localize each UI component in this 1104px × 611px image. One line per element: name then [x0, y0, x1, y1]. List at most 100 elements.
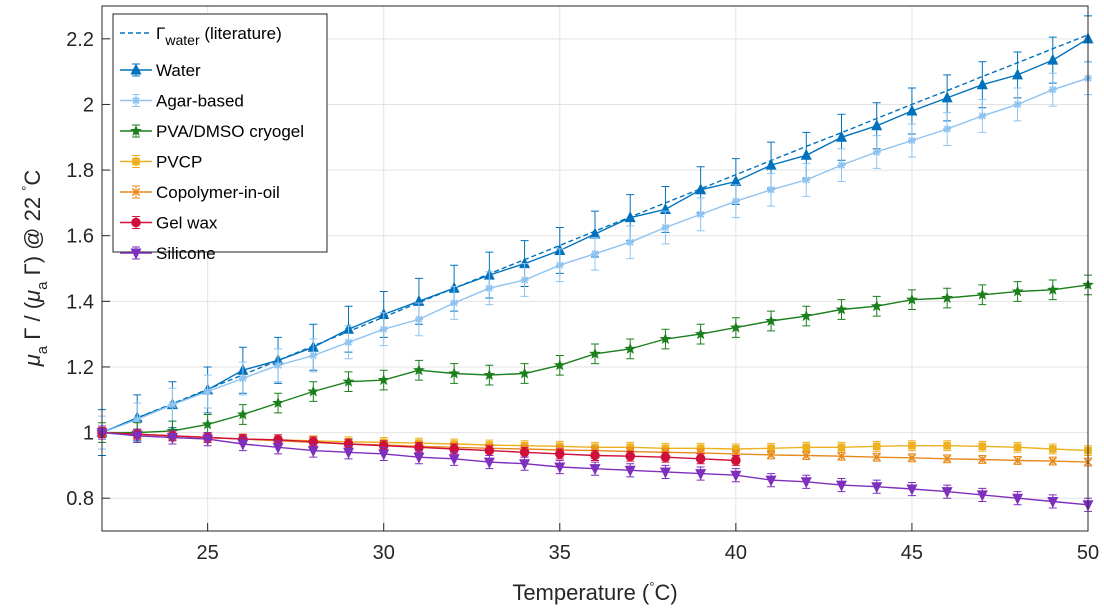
data-point [1013, 100, 1022, 109]
data-point [554, 462, 566, 474]
data-point [168, 400, 177, 409]
data-point [800, 148, 812, 160]
y-tick-label: 0.8 [66, 488, 94, 510]
data-point [836, 480, 847, 492]
data-point [1048, 456, 1057, 466]
data-point [943, 125, 952, 134]
data-point [941, 487, 953, 499]
data-point [1048, 445, 1057, 453]
data-point [1011, 285, 1024, 297]
legend-box [112, 13, 328, 253]
data-point [730, 470, 742, 482]
data-point [166, 424, 179, 436]
data-point [1046, 283, 1059, 295]
x-tick-label: 45 [901, 542, 923, 564]
series-silicone [96, 425, 1094, 512]
legend-marker [130, 248, 142, 260]
y-axis-label: μa Γ / (μa Γ) @ 22 °C [19, 170, 51, 368]
data-point [413, 364, 425, 376]
data-point [379, 325, 388, 334]
svg-text:Temperature (°C): Temperature (°C) [512, 579, 677, 605]
legend-entry-literature: Γwater (literature) [120, 24, 282, 48]
data-point [800, 309, 813, 322]
data-point [309, 351, 318, 360]
data-point [906, 484, 918, 496]
data-point [908, 441, 916, 450]
data-point [133, 415, 142, 424]
tick-labels: 25 30 35 40 45 50 0.8 1 1.2 1.4 1.6 1.8 2 2.2 [66, 29, 1099, 564]
data-point [554, 449, 565, 459]
data-point [272, 396, 284, 409]
data-point [731, 197, 740, 206]
x-tick-label: 30 [373, 542, 395, 564]
data-point [449, 444, 459, 454]
legend-marker [130, 63, 142, 75]
data-point [802, 175, 811, 184]
data-point [202, 434, 214, 446]
data-point [343, 447, 354, 459]
y-tick-label: 2 [83, 94, 94, 116]
data-point [872, 453, 881, 462]
data-point [976, 288, 989, 300]
data-point [765, 158, 777, 170]
data-point [589, 464, 601, 476]
data-point [907, 136, 916, 145]
data-point [696, 444, 705, 453]
data-point [485, 284, 494, 293]
data-point [203, 387, 212, 396]
data-point [131, 431, 143, 443]
data-point [802, 451, 811, 460]
data-point [766, 450, 776, 460]
data-point [519, 447, 530, 458]
data-point [696, 210, 705, 219]
x-axis-label: Temperature (°C) [512, 579, 677, 605]
legend-label: Silicone [156, 244, 216, 263]
legend-label: Gel wax [156, 214, 218, 233]
x-tick-label: 35 [549, 542, 571, 564]
data-point [1012, 68, 1024, 80]
axes-box [101, 5, 1089, 532]
legend-entry-pva-dmso-cryogel: PVA/DMSO cryogel [120, 122, 304, 141]
data-point [941, 291, 954, 304]
data-point [660, 452, 671, 462]
data-point [274, 361, 283, 370]
data-point [272, 442, 284, 454]
y-tick-label: 1.6 [66, 226, 94, 248]
data-point [871, 482, 883, 494]
data-point [237, 439, 249, 451]
data-point [943, 441, 951, 450]
data-point [448, 367, 461, 379]
series-pva-dmso-cryogel [96, 274, 1094, 443]
data-point [413, 452, 425, 464]
y-tick-label: 1.4 [66, 291, 94, 313]
data-point [414, 315, 423, 324]
data-point [589, 347, 601, 359]
data-point [870, 300, 883, 312]
x-tick-label: 50 [1077, 542, 1099, 564]
data-point [695, 183, 707, 195]
data-point [659, 467, 671, 479]
data-point [978, 442, 987, 451]
data-point [378, 440, 389, 451]
data-point [483, 457, 495, 469]
data-point [450, 298, 459, 307]
data-point [484, 445, 495, 456]
data-point [625, 451, 636, 461]
legend-label: Agar-based [156, 92, 244, 111]
legend-label: Γwater (literature) [156, 24, 282, 48]
data-point [871, 119, 883, 131]
data-point [837, 161, 846, 170]
data-point [661, 223, 670, 232]
data-point [520, 275, 529, 284]
data-point [1012, 493, 1024, 505]
x-tick-label: 25 [197, 542, 219, 564]
y-tick-label: 1 [83, 423, 94, 445]
data-point [976, 490, 988, 502]
legend-marker [131, 187, 141, 197]
data-point [236, 408, 249, 420]
data-point [624, 342, 637, 354]
data-point [555, 261, 564, 270]
data-point [1013, 443, 1022, 452]
data-point [906, 293, 918, 305]
